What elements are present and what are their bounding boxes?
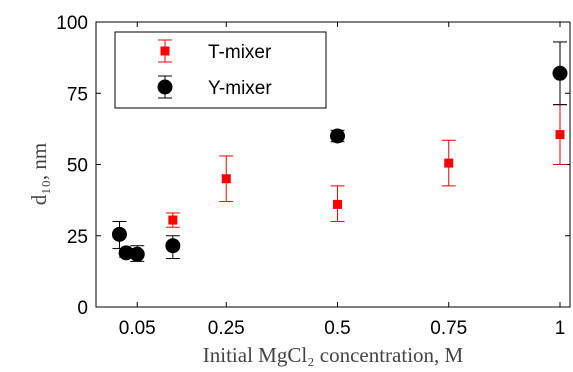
data-point-circle bbox=[552, 65, 568, 81]
legend-entry: T-mixer bbox=[158, 39, 272, 63]
series-layer bbox=[111, 41, 568, 262]
data-point-circle bbox=[129, 246, 145, 262]
x-tick-label: 0.75 bbox=[430, 318, 467, 339]
y-tick-label: 50 bbox=[67, 156, 88, 177]
data-point-square bbox=[333, 199, 342, 209]
y-tick-label: 75 bbox=[67, 84, 88, 105]
data-point-circle bbox=[165, 238, 181, 254]
legend-marker bbox=[160, 46, 170, 56]
y-axis-label: d₁₀, nm bbox=[27, 143, 51, 205]
y-axis-ticks: 0 25 50 75 100 bbox=[56, 13, 570, 319]
legend-box bbox=[114, 31, 327, 109]
data-point-square bbox=[221, 174, 231, 184]
legend: T-mixer Y-mixer bbox=[114, 31, 327, 109]
data-point-square bbox=[168, 215, 178, 225]
x-tick-label: 0.5 bbox=[324, 318, 350, 339]
series-t-mixer bbox=[165, 104, 567, 228]
legend-entry: Y-mixer bbox=[157, 75, 272, 99]
legend-label: T-mixer bbox=[208, 42, 272, 63]
y-tick-label: 100 bbox=[56, 13, 88, 34]
data-point-circle bbox=[330, 128, 345, 144]
x-tick-label: 0.25 bbox=[208, 318, 245, 339]
data-point-square bbox=[444, 158, 454, 168]
x-tick-label: 1 bbox=[555, 318, 566, 339]
legend-label: Y-mixer bbox=[208, 78, 272, 99]
x-tick-label: 0.05 bbox=[119, 318, 156, 339]
data-point-circle bbox=[118, 245, 134, 261]
y-tick-label: 25 bbox=[67, 227, 88, 248]
x-axis-ticks: 0.05 0.25 0.5 0.75 1 bbox=[119, 22, 566, 339]
data-point-square bbox=[555, 130, 565, 140]
legend-marker bbox=[157, 79, 173, 95]
y-tick-label: 0 bbox=[77, 298, 88, 319]
series-y-mixer bbox=[111, 41, 568, 262]
x-axis-label: Initial MgCl₂ concentration, M bbox=[203, 343, 464, 367]
data-point-circle bbox=[111, 226, 127, 242]
